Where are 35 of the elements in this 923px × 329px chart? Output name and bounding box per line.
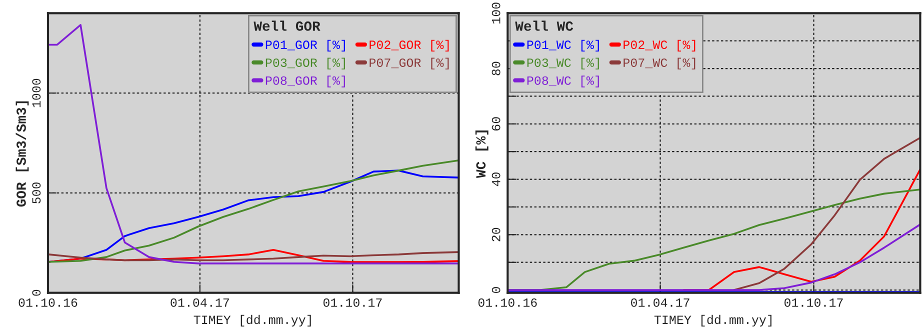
legend-label: P02_WC [%] [624, 40, 696, 52]
y-tick-label: 0 [32, 290, 41, 296]
x-axis-title: TIMEY [dd.mm.yy] [194, 314, 311, 327]
x-tick-label: 01.10.16 [478, 298, 537, 307]
legend-title: Well GOR [254, 20, 320, 31]
legend-label: P07_GOR [%] [370, 58, 449, 70]
legend-label: P01_GOR [%] [266, 40, 345, 52]
x-tick-label: 01.04.17 [170, 298, 229, 307]
legend-label: P07_WC [%] [624, 58, 696, 70]
legend-label: P03_GOR [%] [266, 58, 345, 70]
x-axis-title: TIMEY [dd.mm.yy] [654, 314, 772, 327]
legend-title: Well WC [515, 20, 574, 31]
y-tick-label: 60 [492, 117, 500, 130]
line-series [48, 248, 459, 263]
x-tick-label: 01.10.16 [18, 298, 78, 307]
legend-label: P08_GOR [%] [266, 76, 345, 88]
legend-label: P01_WC [%] [527, 40, 599, 52]
legend-label: P02_GOR [%] [370, 40, 449, 52]
y-tick-label: 0 [492, 287, 500, 294]
y-tick-label: 1000 [32, 78, 41, 108]
x-tick-label: 01.04.17 [631, 298, 690, 307]
y-tick-label: 80 [492, 62, 500, 76]
y-tick-label: 40 [492, 172, 500, 186]
y-axis-title: WC [%] [475, 130, 488, 178]
x-tick-label: 01.10.17 [323, 298, 382, 307]
y-tick-label: 500 [32, 182, 41, 204]
y-tick-label: 20 [492, 228, 500, 242]
line-series [508, 224, 920, 291]
x-tick-label: 01.10.17 [784, 298, 843, 307]
line-series [48, 251, 459, 262]
legend-label: P08_WC [%] [527, 76, 599, 88]
line-series [733, 136, 920, 291]
y-tick-label: 100 [492, 2, 500, 24]
y-axis-title: GOR [Sm3/Sm3] [16, 101, 29, 207]
legend-label: P03_WC [%] [527, 58, 599, 70]
